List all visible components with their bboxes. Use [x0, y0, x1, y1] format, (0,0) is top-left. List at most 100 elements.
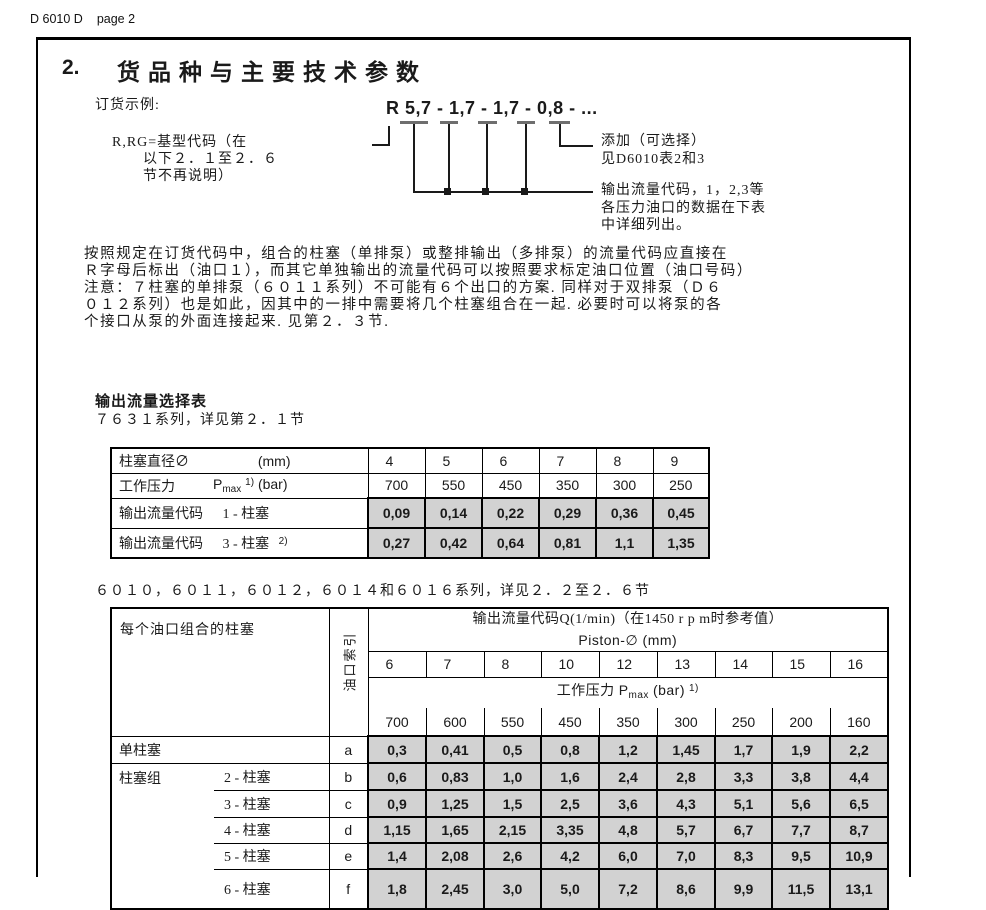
pressure-value-cell: 700 — [367, 708, 427, 737]
flow-value-cell: 6,0 — [598, 842, 658, 870]
table-row: 单柱塞 a 0,3 0,41 0,5 0,8 1,2 1,45 1,7 1,9 … — [110, 735, 890, 764]
flow-code-note: 输出流量代码，1，2,3等 各压力油口的数据在下表 中详细列出。 — [601, 182, 766, 235]
flow-note-line: 输出流量代码，1，2,3等 — [601, 183, 765, 198]
port-index-cell: d — [328, 816, 369, 844]
table-cell: 9 — [652, 447, 710, 474]
flow-value-cell: 0,3 — [367, 735, 427, 764]
flow-value-cell: 0,8 — [540, 735, 600, 764]
code-underline — [549, 121, 570, 124]
flow-value-cell: 11,5 — [771, 868, 831, 910]
page-header: D 6010 D page 2 — [30, 12, 135, 26]
table-cell: 700 — [367, 472, 426, 499]
pressure-unit: (bar) — [652, 682, 685, 699]
flow-note-line: 各压力油口的数据在下表 — [601, 200, 766, 216]
paragraph-line: Ｒ字母后标出（油口１），而其它单独输出的流量代码可以按照要求标定油口位置（油口号… — [84, 263, 753, 279]
pressure-header-prefix: 工作压力 — [556, 684, 615, 700]
table-row: 柱塞直径∅ (mm) 4 5 6 7 8 9 — [110, 447, 710, 474]
flow-value-cell: 1,8 — [367, 868, 427, 910]
flow-value-cell: 7,0 — [656, 842, 716, 870]
flow-value-cell: 3,6 — [598, 789, 658, 818]
base-code-note-line: 节不再说明） — [143, 169, 233, 184]
table-cell: 4 — [367, 447, 426, 474]
flow-code-3-label-cell: 输出流量代码 3 - 柱塞 2) — [110, 527, 369, 559]
flow-value-cell: 1,2 — [598, 735, 658, 764]
flow-value-cell: 0,42 — [424, 527, 483, 559]
diameter-label-cell: 柱塞直径∅ (mm) — [110, 447, 369, 474]
connector-line — [413, 124, 415, 193]
flow-value-cell: 13,1 — [828, 868, 890, 910]
pressure-value-cell: 160 — [829, 708, 889, 737]
table-cell: 450 — [481, 472, 540, 499]
flow-value-cell: 4,3 — [656, 789, 716, 818]
footnote-marker: 2) — [278, 535, 288, 547]
flow-value-cell: 0,09 — [367, 497, 426, 529]
footnote-marker: 1) — [689, 683, 699, 695]
flow-value-cell: 4,4 — [828, 762, 890, 791]
order-code: R 5,7 - 1,7 - 1,7 - 0,8 - ... — [386, 98, 598, 118]
paragraph-line: ０１２系列）也是如此，因其中的一排中需要将几个柱塞组合在一起. 必要时可以将泵的… — [84, 297, 723, 313]
flow-value-cell: 0,27 — [367, 527, 426, 559]
piston-size-cell: 10 — [540, 650, 600, 678]
flow-code-label: 输出流量代码 — [119, 507, 203, 522]
flow-table-title: 输出流量选择表 — [95, 393, 208, 410]
flow-value-cell: 8,7 — [828, 816, 890, 844]
flow-code-1-label-cell: 输出流量代码 1 - 柱塞 — [110, 497, 369, 529]
pressure-label-cell: 工作压力 Pmax 1) (bar) — [110, 472, 369, 499]
flow-value-cell: 2,08 — [425, 842, 485, 870]
option-note: 添加（可选择） 见D6010表2和3 — [601, 133, 706, 168]
code-underline — [517, 121, 535, 124]
pressure-header-cell: 工作压力 Pmax (bar) 1) — [367, 676, 889, 708]
table-row: 3 - 柱塞 c 0,9 1,25 1,5 2,5 3,6 4,3 5,1 5,… — [111, 789, 890, 818]
diameter-unit: (mm) — [257, 452, 291, 469]
pressure-value-cell: 300 — [656, 708, 716, 737]
table-cell: 6 — [481, 447, 540, 474]
option-note-line: 见D6010表2和3 — [601, 151, 706, 167]
flow-value-cell: 0,81 — [538, 527, 597, 559]
port-index-cell: f — [328, 868, 369, 910]
row-label-cell: 4 - 柱塞 — [214, 816, 330, 844]
flow-value-cell: 0,14 — [424, 497, 483, 529]
page-number: page 2 — [96, 12, 136, 26]
flow-code-label: 输出流量代码 — [119, 536, 203, 552]
connector-line — [372, 144, 390, 146]
doc-code: D 6010 D — [30, 12, 83, 26]
flow-header-cell: 输出流量代码Q(1/min)（在1450 r p m时参考值） Piston-∅… — [367, 607, 889, 652]
flow-value-cell: 2,45 — [425, 868, 485, 910]
piston-size-cell: 15 — [771, 650, 831, 678]
pressure-value-cell: 200 — [771, 708, 831, 737]
row-label-cell: 单柱塞 — [110, 735, 330, 764]
table-row: 5 - 柱塞 e 1,4 2,08 2,6 4,2 6,0 7,0 8,3 9,… — [111, 842, 890, 870]
pressure-symbol: P — [213, 476, 223, 492]
table-cell: 250 — [652, 472, 710, 499]
flow-value-cell: 0,5 — [483, 735, 542, 764]
flow-value-cell: 5,7 — [656, 816, 716, 844]
flow-value-cell: 4,8 — [598, 816, 658, 844]
table-row: 工作压力 Pmax (bar) 1) — [111, 676, 889, 708]
piston-size-cell: 7 — [425, 650, 485, 678]
flow-value-cell: 2,8 — [656, 762, 716, 791]
table-row: 输出流量代码 3 - 柱塞 2) 0,27 0,42 0,64 0,81 1,1… — [110, 527, 710, 559]
code-underline — [478, 121, 497, 124]
section-title: 货品种与主要技术参数 — [117, 59, 427, 85]
flow-value-cell: 2,5 — [540, 789, 600, 818]
port-index-cell: e — [328, 842, 369, 870]
flow-value-cell: 1,35 — [652, 527, 710, 559]
option-note-line: 添加（可选择） — [601, 134, 706, 149]
flow-value-cell: 1,9 — [771, 735, 831, 764]
pressure-subscript: max — [222, 484, 242, 495]
table-cell: 5 — [424, 447, 483, 474]
table-row: 700 600 550 450 350 300 250 200 160 — [111, 708, 889, 737]
row-label-cell: 3 - 柱塞 — [214, 789, 330, 818]
flow-note-line: 中详细列出。 — [601, 218, 691, 233]
pressure-unit: (bar) — [257, 476, 288, 492]
flow-value-cell: 9,5 — [771, 842, 831, 870]
row-label-cell: 6 - 柱塞 — [214, 868, 330, 910]
row-label-cell: 5 - 柱塞 — [214, 842, 330, 870]
flow-value-cell: 6,5 — [828, 789, 890, 818]
page-frame — [36, 37, 911, 877]
flow-value-cell: 5,6 — [771, 789, 831, 818]
table-row: 工作压力 Pmax 1) (bar) 700 550 450 350 300 2… — [110, 472, 710, 499]
flow-value-cell: 7,2 — [598, 868, 658, 910]
corner-label-cell: 每个油口组合的柱塞 — [110, 607, 330, 737]
diameter-label: 柱塞直径∅ — [119, 454, 189, 470]
